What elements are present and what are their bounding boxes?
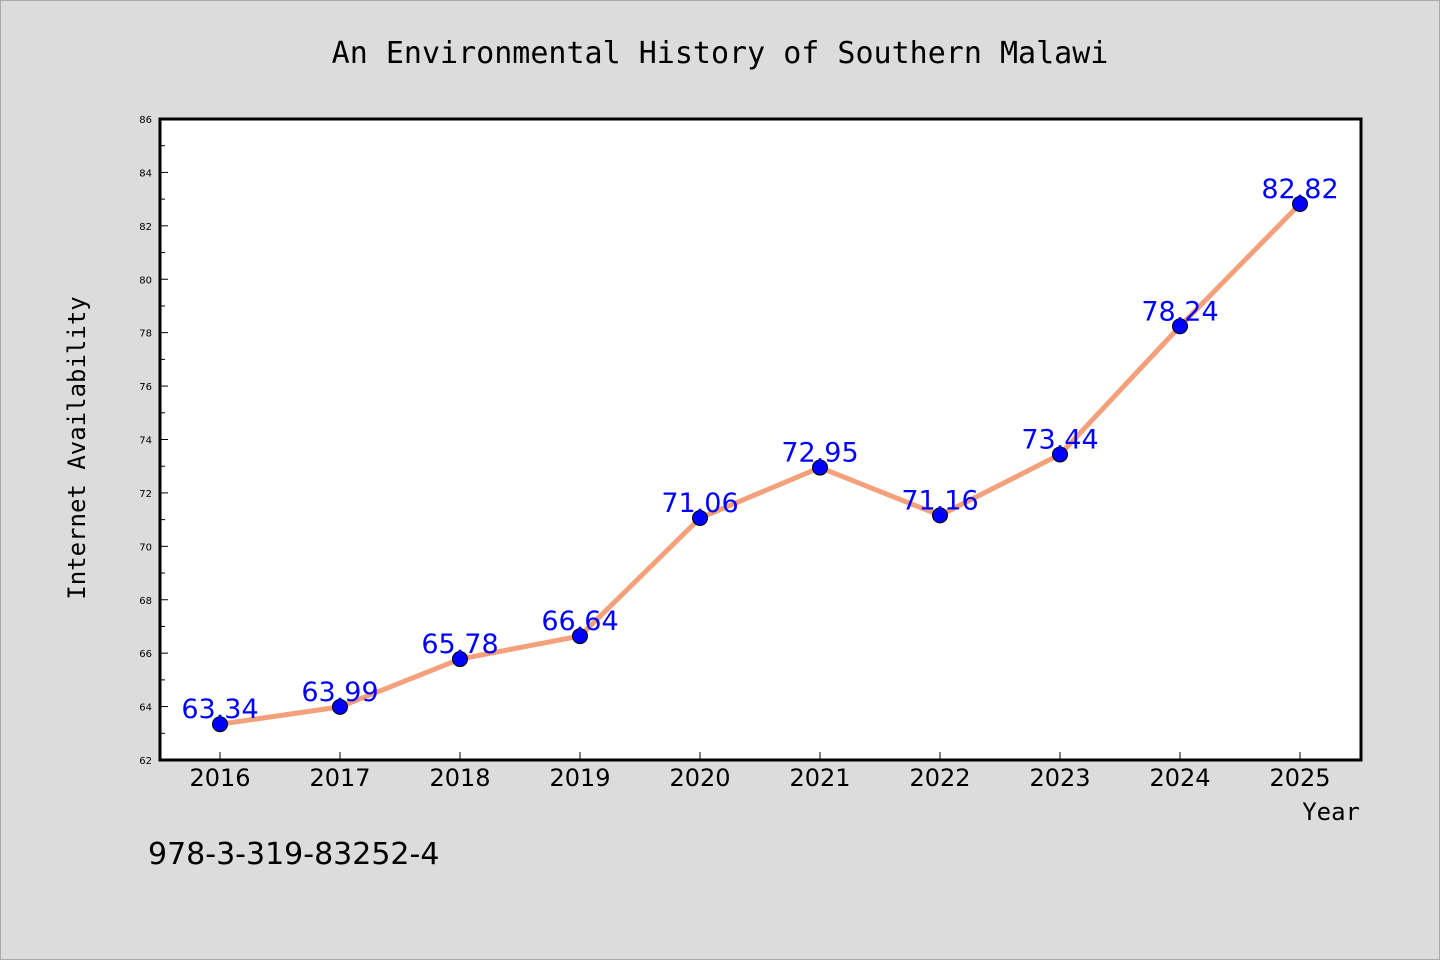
- data-label: 71.16: [901, 485, 978, 516]
- data-point: [1292, 195, 1308, 212]
- data-point: [452, 651, 468, 668]
- data-label: 66.64: [541, 606, 618, 637]
- y-tick-label: 64: [139, 703, 152, 714]
- data-point: [932, 507, 948, 524]
- data-point: [692, 510, 708, 527]
- x-tick-label: 2017: [309, 764, 370, 792]
- x-tick-label: 2022: [909, 764, 970, 792]
- data-label: 72.95: [781, 438, 858, 469]
- x-tick-label: 2021: [789, 764, 850, 792]
- y-axis-title: Internet Availability: [63, 296, 91, 599]
- x-tick-label: 2023: [1029, 764, 1090, 792]
- y-tick-label: 76: [139, 382, 152, 393]
- series-line-group: [219, 202, 1302, 727]
- chart-title: An Environmental History of Southern Mal…: [332, 36, 1109, 71]
- y-tick-label: 72: [139, 489, 152, 500]
- x-tick-label: 2016: [189, 764, 250, 792]
- x-axis-title: Year: [1302, 798, 1360, 826]
- y-tick-label: 70: [139, 542, 152, 553]
- data-label: 65.78: [421, 629, 498, 660]
- y-tick-label: 66: [139, 649, 152, 660]
- data-point: [332, 698, 348, 715]
- y-tick-label: 86: [139, 115, 152, 126]
- data-point: [812, 459, 828, 476]
- y-tick-label: 68: [139, 596, 152, 607]
- data-label: 78.24: [1141, 296, 1218, 327]
- data-point: [1052, 446, 1068, 463]
- data-label: 63.34: [181, 694, 258, 725]
- x-axis: 2016 2017 2018 2019 2020 2021 2022 2023 2024 2025: [189, 752, 1331, 792]
- plot-area: [158, 117, 1363, 762]
- y-tick-label: 62: [139, 756, 152, 767]
- data-label: 73.44: [1021, 424, 1098, 455]
- x-tick-label: 2020: [669, 764, 730, 792]
- x-tick-label: 2025: [1269, 764, 1330, 792]
- x-tick-label: 2019: [549, 764, 610, 792]
- y-tick-label: 74: [139, 436, 152, 447]
- x-tick-label: 2024: [1149, 764, 1210, 792]
- data-point: [212, 716, 228, 733]
- data-labels: 63.34 63.99 65.78 66.64 71.06 72.95 71.16 73.44…: [181, 174, 1338, 725]
- series-line: [219, 202, 1302, 727]
- y-tick-label: 82: [139, 222, 152, 233]
- data-label: 63.99: [301, 677, 378, 708]
- data-markers: [212, 195, 1308, 733]
- data-point: [572, 628, 588, 645]
- y-tick-label: 78: [139, 329, 152, 340]
- isbn-footer: 978-3-319-83252-4: [148, 837, 439, 872]
- data-label: 82.82: [1261, 174, 1338, 205]
- data-label: 71.06: [661, 488, 738, 519]
- y-axis: 62 64 66 68 70 72 74 76 78 80 82 84 86: [139, 115, 168, 767]
- y-tick-label: 80: [139, 275, 152, 286]
- data-point: [1172, 318, 1188, 335]
- x-tick-label: 2018: [429, 764, 490, 792]
- y-tick-label: 84: [139, 168, 152, 179]
